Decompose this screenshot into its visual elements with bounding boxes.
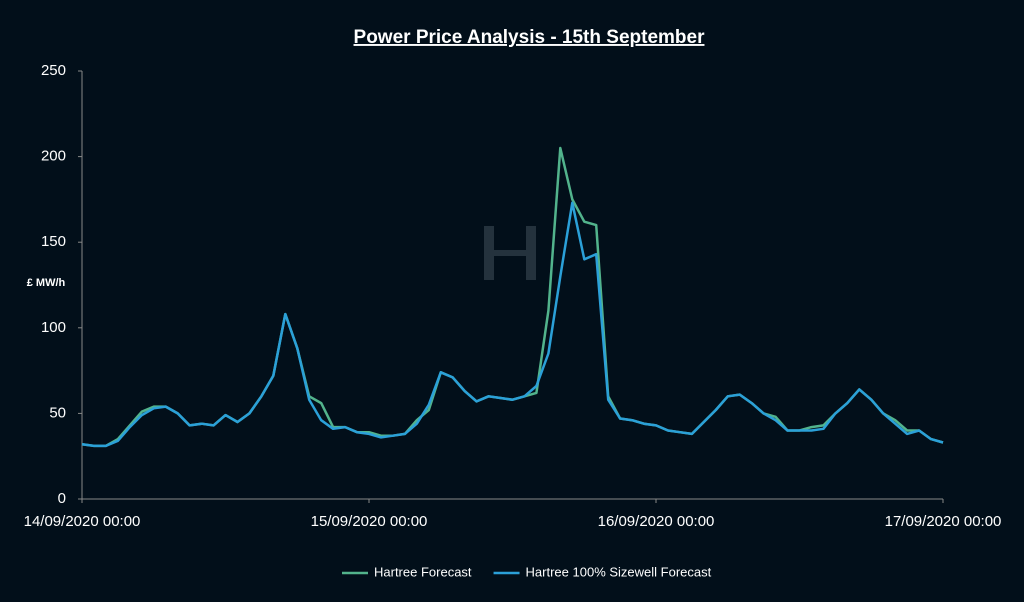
x-tick-label: 17/09/2020 00:00	[885, 513, 1002, 530]
x-tick-label: 16/09/2020 00:00	[598, 513, 715, 530]
series-line	[81, 146, 944, 448]
y-tick-label: 200	[41, 148, 66, 165]
x-tick-label: 15/09/2020 00:00	[311, 513, 428, 530]
y-tick-label: 150	[41, 233, 66, 250]
y-axis-label: £ MW/h	[27, 277, 66, 289]
y-tick-label: 50	[49, 404, 66, 421]
y-tick-label: 0	[58, 490, 66, 507]
x-tick-label: 14/09/2020 00:00	[24, 513, 141, 530]
y-tick-label: 250	[41, 62, 66, 79]
series-line	[81, 201, 944, 448]
chart-title: Power Price Analysis - 15th September	[354, 27, 706, 48]
y-tick-label: 100	[41, 319, 66, 336]
legend-label: Hartree 100% Sizewell Forecast	[526, 564, 712, 579]
watermark	[484, 226, 536, 280]
legend-label: Hartree Forecast	[374, 564, 472, 579]
